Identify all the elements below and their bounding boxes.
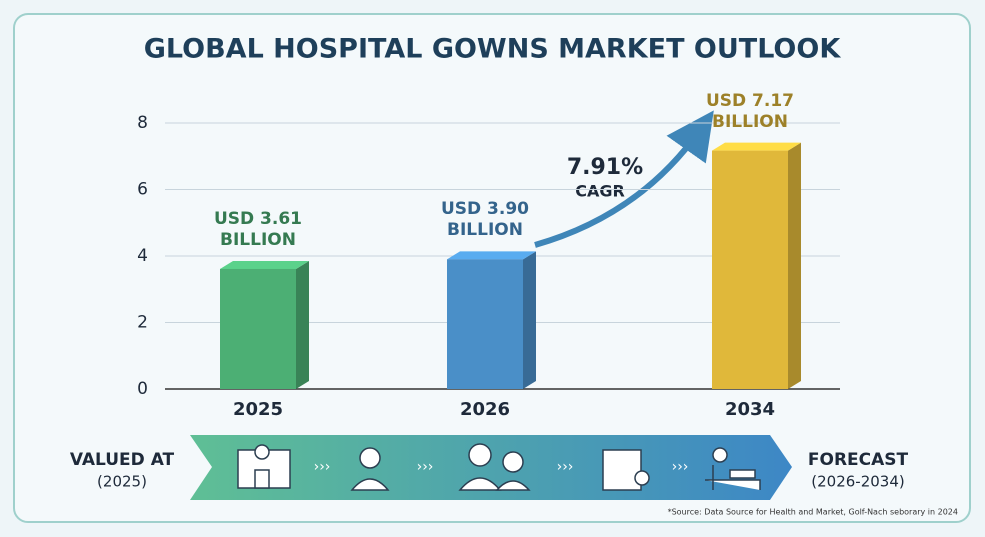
value-label: USD 3.90 BILLION xyxy=(440,199,530,241)
svg-text:›››: ››› xyxy=(417,459,434,475)
y-tick-label: 0 xyxy=(137,379,148,399)
y-tick-label: 4 xyxy=(137,246,148,266)
start-label: VALUED AT xyxy=(70,450,175,470)
bar-top xyxy=(220,260,309,269)
bar-side xyxy=(296,260,309,389)
bar xyxy=(712,150,788,389)
cagr-label: CAGR xyxy=(575,182,625,201)
bar-side xyxy=(788,142,801,389)
chart-title: GLOBAL HOSPITAL GOWNS MARKET OUTLOOK xyxy=(144,34,842,65)
y-tick-label: 2 xyxy=(137,313,148,333)
end-sub: (2026-2034) xyxy=(811,473,904,491)
bar-top xyxy=(712,142,801,151)
svg-text:›››: ››› xyxy=(672,459,689,475)
x-tick-label: 2034 xyxy=(725,399,775,420)
cagr-value: 7.91% xyxy=(567,155,643,180)
icons xyxy=(237,443,761,491)
svg-text:›››: ››› xyxy=(314,459,331,475)
cagr-arrow xyxy=(534,110,714,248)
bar-top xyxy=(447,251,536,260)
value-label: USD 7.17 BILLION xyxy=(705,90,795,132)
bar xyxy=(447,259,523,389)
y-tick-label: 6 xyxy=(137,180,148,200)
chevrons: ››› ››› ››› ››› xyxy=(314,459,689,475)
end-label: FORECAST xyxy=(808,450,909,470)
x-tick-label: 2025 xyxy=(233,399,283,420)
y-tick-label: 8 xyxy=(137,113,148,133)
svg-text:›››: ››› xyxy=(557,459,574,475)
value-label: USD 3.61 BILLION xyxy=(213,208,303,250)
start-sub: (2025) xyxy=(97,473,147,491)
bar-side xyxy=(523,251,536,389)
bar xyxy=(220,268,296,389)
x-tick-label: 2026 xyxy=(460,399,510,420)
source-note: *Source: Data Source for Health and Mark… xyxy=(668,508,958,517)
